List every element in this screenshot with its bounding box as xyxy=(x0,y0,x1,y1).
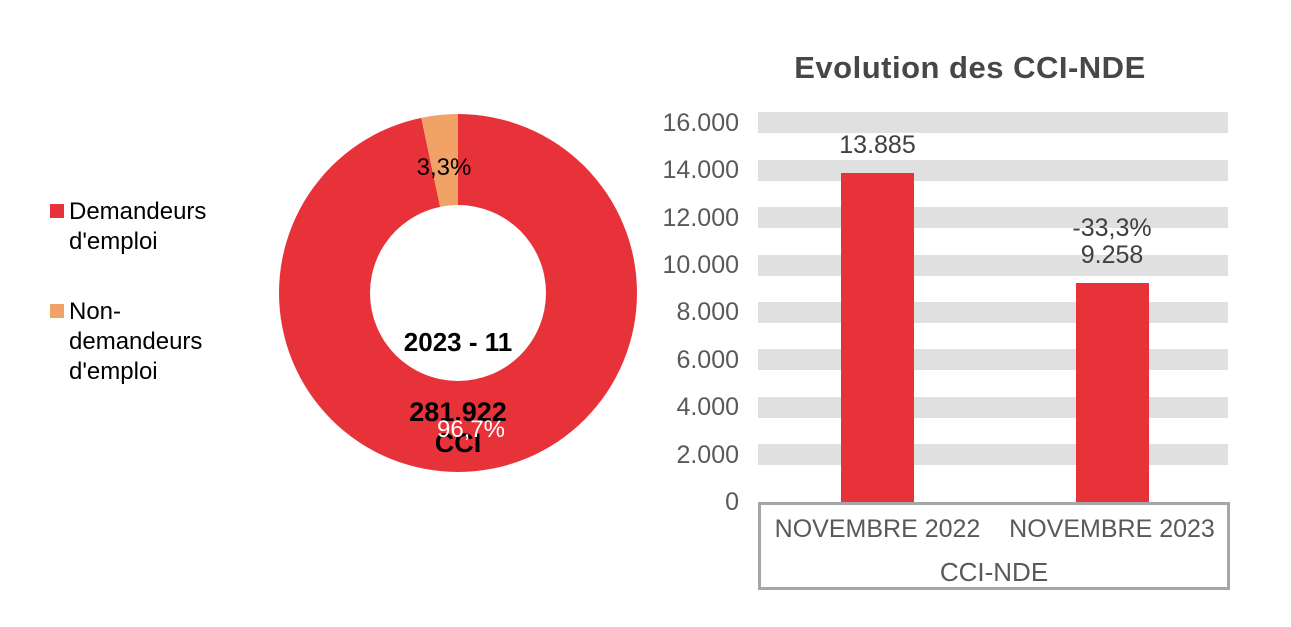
legend-swatch-icon xyxy=(50,304,64,318)
legend-label: Non-demandeurs d'emploi xyxy=(69,298,203,385)
legend-swatch-icon xyxy=(50,204,64,218)
grid-band xyxy=(758,159,1228,181)
bar-value-label: 13.885 xyxy=(839,132,915,159)
legend-item-0: Demandeurs d'emploi xyxy=(50,197,225,257)
y-tick-label: 0 xyxy=(725,488,739,516)
x-category-label: NOVEMBRE 2023 xyxy=(1009,515,1215,543)
bar-value-label: -33,3% 9.258 xyxy=(1072,215,1151,269)
y-tick-label: 14.000 xyxy=(662,156,739,185)
slice-label-non-demandeurs: 3,3% xyxy=(416,154,472,181)
donut-legend: Demandeurs d'emploi Non-demandeurs d'empl… xyxy=(50,197,225,427)
bar-novembre-2023 xyxy=(1075,283,1149,502)
x-category-label: NOVEMBRE 2022 xyxy=(774,515,981,543)
donut-center-period: 2023 - 11 xyxy=(403,327,513,357)
y-tick-label: 12.000 xyxy=(662,203,739,232)
bar-plot-area: 13.885 -33,3% 9.258 xyxy=(758,108,1228,502)
slice-label-demandeurs: 96,7% xyxy=(436,416,506,443)
grid-band xyxy=(758,349,1228,371)
grid-band xyxy=(758,207,1228,229)
grid-band xyxy=(758,396,1228,418)
bar-chart-title: Evolution des CCI-NDE xyxy=(794,50,1146,85)
y-tick-label: 8.000 xyxy=(676,298,739,327)
y-tick-label: 10.000 xyxy=(662,251,739,279)
x-axis-group-label: CCI-NDE xyxy=(939,557,1049,587)
donut-center-text: 2023 - 11 281.922 CCI xyxy=(370,327,546,459)
y-tick-label: 2.000 xyxy=(676,440,739,469)
donut-center-unit: CCI xyxy=(434,428,482,458)
y-tick-label: 4.000 xyxy=(676,393,739,422)
bar-value-text: 9.258 xyxy=(1080,241,1144,269)
bar-annotation: -33,3% xyxy=(1072,214,1152,242)
donut-chart: 2023 - 11 281.922 CCI 3,3% 96,7% xyxy=(279,114,637,472)
donut-hole: 2023 - 11 281.922 CCI xyxy=(370,205,546,458)
legend-item-1: Non-demandeurs d'emploi xyxy=(50,297,225,387)
donut-center-spacer xyxy=(370,358,546,397)
grid-band xyxy=(758,254,1228,276)
legend-label: Demandeurs d'emploi xyxy=(69,198,207,255)
y-tick-label: 6.000 xyxy=(676,345,739,374)
bar-value-text: 13.885 xyxy=(839,131,916,159)
grid-band xyxy=(758,301,1228,323)
bar-y-axis: 16.000 14.000 12.000 10.000 8.000 6.000 4.000 2… xyxy=(640,0,739,627)
bar-novembre-2022 xyxy=(841,173,914,502)
grid-band xyxy=(758,112,1228,134)
bar-x-axis-box: NOVEMBRE 2022 NOVEMBRE 2023 CCI-NDE xyxy=(758,502,1230,590)
y-tick-label: 16.000 xyxy=(662,108,739,137)
donut-center-total: 281.922 xyxy=(409,397,507,427)
grid-band xyxy=(758,444,1228,466)
